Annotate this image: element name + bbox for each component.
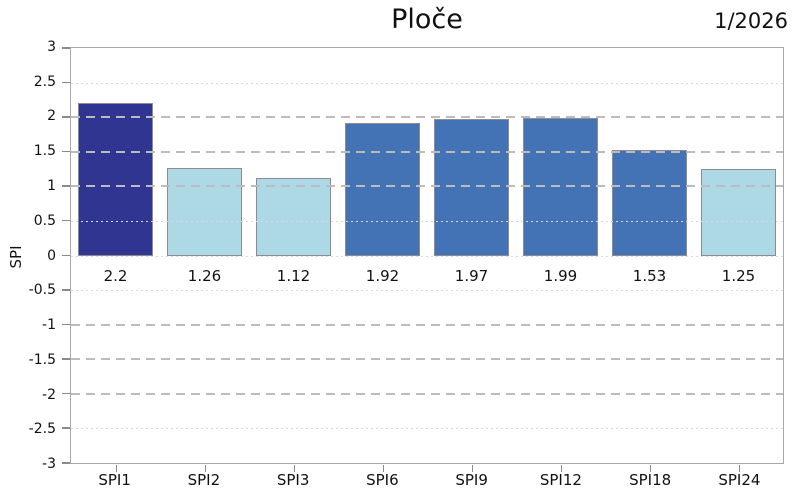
- bar-value-label: 1.53: [632, 266, 667, 285]
- x-axis-tick: [738, 465, 740, 472]
- bars-row: 2.2 1.26 1.12 1.92 1.97 1.99 1.53 1.25: [71, 48, 783, 472]
- bar-value-label: 1.12: [276, 266, 311, 285]
- bar-slot: 1.99: [516, 48, 605, 472]
- bar-value-label: 1.99: [543, 266, 578, 285]
- x-tick-label: SPI12: [539, 471, 582, 489]
- y-axis-tick: [62, 150, 70, 153]
- y-tick-label: -1: [42, 316, 56, 333]
- bar: [434, 119, 509, 256]
- x-axis-tick: [382, 465, 384, 472]
- bar-slot: 1.26: [160, 48, 249, 472]
- y-axis-tick: [62, 427, 70, 429]
- x-axis-tick-labels: SPI1 SPI2 SPI3 SPI6 SPI9 SPI12 SPI18 SPI24: [70, 471, 784, 489]
- bar-slot: 1.97: [427, 48, 516, 472]
- bar-slot: 1.12: [249, 48, 338, 472]
- bar-slot: 1.25: [694, 48, 783, 472]
- y-axis-tick: [62, 392, 70, 395]
- bar: [523, 117, 598, 256]
- y-tick-label: 0: [47, 247, 56, 264]
- x-tick-label: SPI1: [98, 471, 131, 489]
- bar-value-label: 1.97: [454, 266, 489, 285]
- y-axis-tick: [62, 47, 70, 49]
- x-tick-label: SPI6: [366, 471, 399, 489]
- bar-slot: 2.2: [71, 48, 160, 472]
- period-label: 1/2026: [714, 9, 788, 33]
- y-tick-label: 3: [47, 39, 56, 55]
- y-tick-label: -0.5: [28, 282, 56, 299]
- x-tick-label: SPI9: [455, 471, 488, 489]
- bar: [78, 103, 153, 256]
- y-axis-tick: [62, 254, 70, 256]
- x-axis-tick: [560, 465, 562, 472]
- y-tick-label: -1.5: [28, 351, 56, 368]
- bar-value-label: 1.92: [365, 266, 400, 285]
- y-axis-tick-labels: 3 2.5 2 1.5 1 0.5 0 -0.5 -1 -1.5 -2 -2.5 -3: [0, 40, 56, 471]
- x-tick-label: SPI18: [629, 471, 672, 489]
- y-axis-tick: [62, 358, 70, 360]
- x-tick-label: SPI3: [276, 471, 310, 489]
- bar: [256, 178, 331, 256]
- bar-slot: 1.53: [605, 48, 694, 472]
- y-axis-tick: [62, 185, 70, 187]
- y-tick-label: 2.5: [33, 73, 56, 90]
- y-tick-label: -2.5: [28, 421, 56, 438]
- x-tick-label: SPI24: [718, 471, 761, 489]
- chart-title: Ploče: [391, 4, 463, 35]
- plot-area: 2.2 1.26 1.12 1.92 1.97 1.99 1.53 1.25: [62, 47, 784, 472]
- y-tick-label: 1.5: [33, 143, 56, 160]
- y-tick-label: 0.5: [33, 212, 56, 229]
- y-axis-tick: [62, 116, 70, 118]
- x-axis-tick: [115, 465, 117, 472]
- bar-slot: 1.92: [338, 48, 427, 472]
- bar-value-label: 2.2: [103, 266, 128, 285]
- x-tick-label: SPI2: [187, 471, 221, 489]
- y-tick-label: 1: [47, 177, 56, 194]
- y-tick-label: -3: [42, 456, 56, 472]
- y-axis-tick: [62, 219, 70, 222]
- bar: [701, 169, 776, 256]
- y-axis-tick: [62, 81, 70, 84]
- bar: [345, 122, 420, 256]
- x-axis-tick: [471, 465, 473, 472]
- y-tick-label: 2: [47, 108, 56, 125]
- bar-value-label: 1.26: [187, 266, 222, 285]
- y-axis-tick: [62, 462, 70, 464]
- x-axis-tick: [204, 465, 206, 472]
- bar-value-label: 1.25: [721, 266, 756, 285]
- y-axis-tick: [62, 323, 70, 326]
- y-axis-tick: [62, 289, 70, 291]
- x-axis-tick: [293, 465, 295, 472]
- bar: [612, 149, 687, 256]
- bar: [167, 168, 242, 256]
- x-axis-tick: [649, 465, 651, 472]
- y-tick-label: -2: [42, 386, 56, 403]
